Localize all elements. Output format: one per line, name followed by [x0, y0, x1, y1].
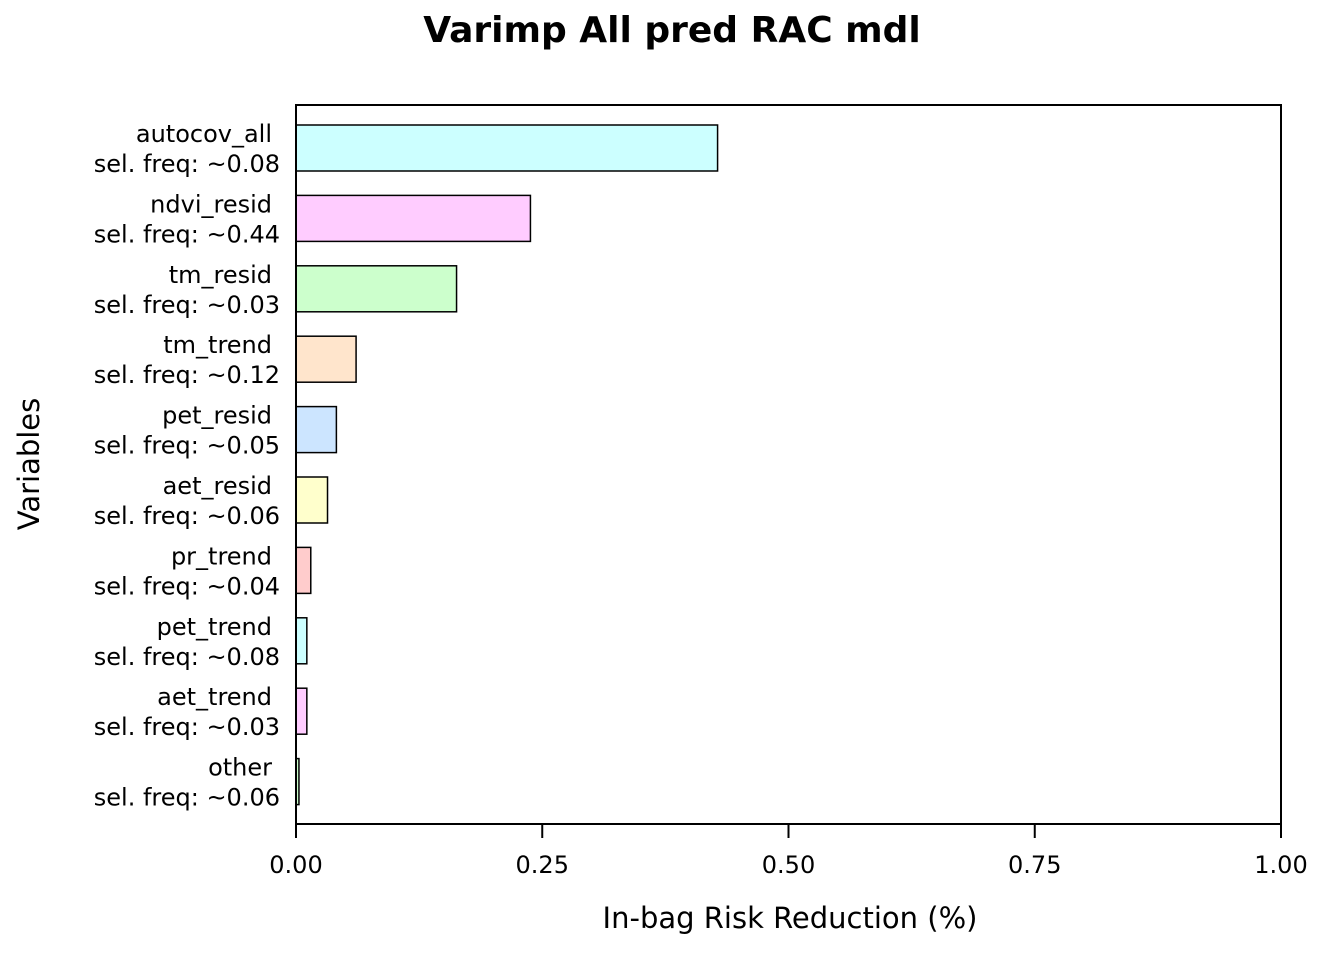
- selection-frequency-label: sel. freq: ~0.03: [94, 291, 280, 319]
- category-label-aet_trend: aet_trend: [157, 683, 272, 711]
- selection-frequency-label: sel. freq: ~0.44: [94, 220, 280, 248]
- bar-autocov_all: [295, 124, 719, 172]
- category-label-other: other: [208, 754, 272, 782]
- category-label-tm_trend: tm_trend: [163, 331, 272, 359]
- category-label-aet_resid: aet_resid: [163, 472, 272, 500]
- selection-frequency-label: sel. freq: ~0.06: [94, 784, 280, 812]
- category-label-pet_trend: pet_trend: [157, 613, 272, 641]
- bar-tm_trend: [295, 335, 357, 383]
- bar-ndvi_resid: [295, 194, 532, 243]
- y-axis-label: Variables: [12, 398, 46, 531]
- selection-frequency-label: sel. freq: ~0.06: [94, 502, 280, 530]
- bar-pet_trend: [295, 617, 308, 665]
- bars-group: [295, 124, 719, 806]
- category-label-autocov_all: autocov_all: [136, 120, 272, 148]
- selection-frequency-label: sel. freq: ~0.04: [94, 572, 280, 600]
- bar-aet_resid: [295, 476, 329, 524]
- plot-frame: [295, 104, 1282, 825]
- x-axis-label: In-bag Risk Reduction (%): [603, 901, 978, 935]
- bar-pet_resid: [295, 405, 338, 454]
- category-label-pr_trend: pr_trend: [171, 542, 272, 570]
- x-axis: 0.00 0.25 0.50 0.75 1.00: [269, 824, 1308, 879]
- category-label-ndvi_resid: ndvi_resid: [150, 190, 272, 218]
- x-tick-label: 1.00: [1254, 851, 1307, 879]
- category-label-tm_resid: tm_resid: [169, 261, 272, 289]
- selection-frequency-label: sel. freq: ~0.08: [94, 643, 280, 671]
- bar-tm_resid: [295, 265, 458, 313]
- x-tick-label: 0.25: [516, 851, 569, 879]
- bar-aet_trend: [295, 687, 308, 735]
- x-tick-label: 0.50: [762, 851, 815, 879]
- selection-frequency-label: sel. freq: ~0.12: [94, 361, 280, 389]
- bar-pr_trend: [295, 546, 312, 595]
- selection-frequency-label: sel. freq: ~0.03: [94, 713, 280, 741]
- x-tick-label: 0.00: [269, 851, 322, 879]
- x-tick-label: 0.75: [1008, 851, 1061, 879]
- selection-frequency-label: sel. freq: ~0.05: [94, 432, 280, 460]
- chart-title: Varimp All pred RAC mdl: [423, 10, 921, 51]
- selection-frequency-label: sel. freq: ~0.08: [94, 150, 280, 178]
- category-label-pet_resid: pet_resid: [162, 402, 272, 430]
